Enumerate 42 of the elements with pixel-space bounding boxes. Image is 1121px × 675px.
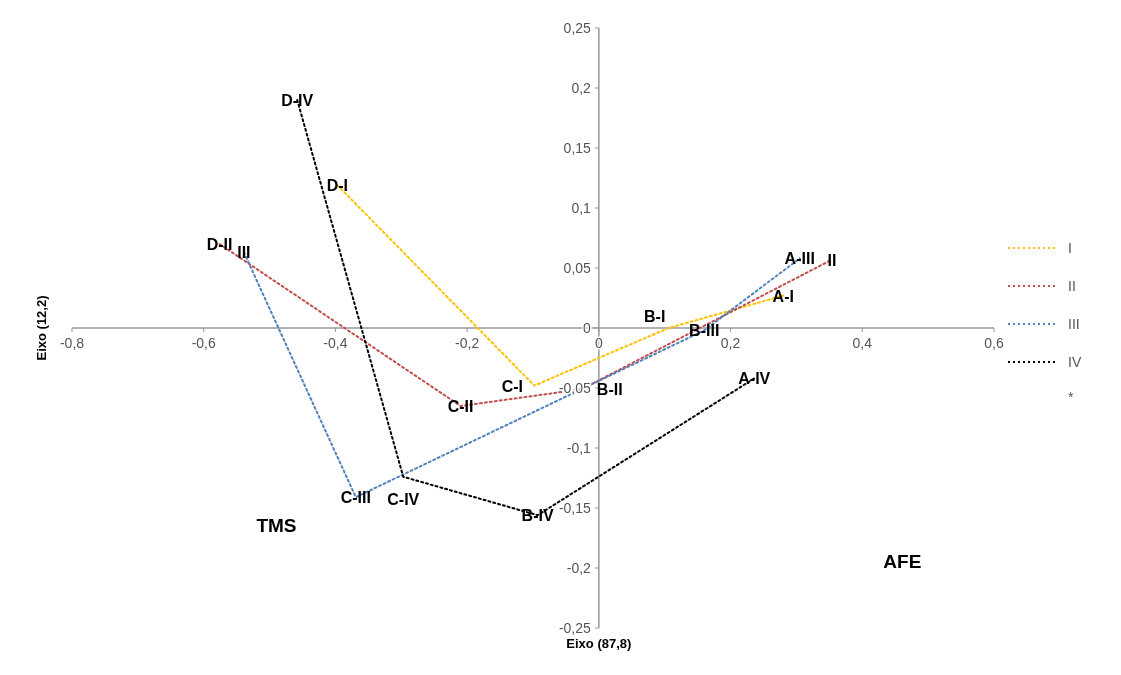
annotation: TMS [256, 515, 297, 536]
annotation: B-IV [521, 507, 554, 525]
x-tick-label: -0,2 [455, 335, 480, 351]
annotation: D-I [326, 177, 349, 195]
annotation: B-II [596, 381, 623, 399]
annotation: AFE [883, 551, 922, 572]
y-tick-label: -0,15 [558, 500, 592, 516]
annotation: C-I [501, 377, 523, 395]
y-tick-label: -0,25 [558, 620, 592, 636]
x-tick-label: -0,4 [323, 335, 348, 351]
y-tick-label: 0,2 [571, 80, 592, 96]
y-tick-label: -0,1 [566, 440, 592, 456]
annotation: D-IV [281, 92, 314, 109]
annotation: B-I [644, 308, 666, 325]
annotation: C-IV [387, 490, 420, 508]
legend-label: I [1068, 240, 1072, 256]
annotation: III [237, 244, 251, 262]
legend-label: III [1068, 316, 1080, 332]
annotation: C-II [447, 398, 474, 415]
x-tick-label: 0,6 [984, 335, 1004, 351]
annotation: A-III [784, 250, 815, 268]
y-tick-label: 0,15 [563, 140, 592, 156]
y-tick-label: -0,2 [566, 560, 592, 576]
y-tick-label: 0 [583, 320, 592, 336]
y-tick-label: 0,25 [563, 20, 592, 36]
x-tick-label: -0,6 [191, 335, 216, 351]
y-tick-label: 0,1 [571, 200, 592, 216]
x-tick-label: 0,4 [852, 335, 873, 351]
x-tick-label: 0 [594, 335, 603, 351]
annotation: II [827, 251, 837, 269]
x-tick-label: 0,2 [720, 335, 741, 351]
annotation: C-III [340, 489, 371, 507]
annotation: A-IV [738, 370, 771, 388]
legend-label: IV [1068, 354, 1082, 370]
y-tick-label: 0,05 [563, 260, 592, 276]
annotation: A-I [772, 287, 794, 305]
x-tick-label: -0,8 [59, 335, 85, 351]
x-axis-title: Eixo (87,8) [566, 636, 632, 651]
annotation: D-II [206, 236, 233, 253]
legend-label: II [1068, 278, 1076, 294]
text: * [1068, 389, 1074, 405]
y-axis-title: Eixo (12,2) [34, 295, 49, 361]
